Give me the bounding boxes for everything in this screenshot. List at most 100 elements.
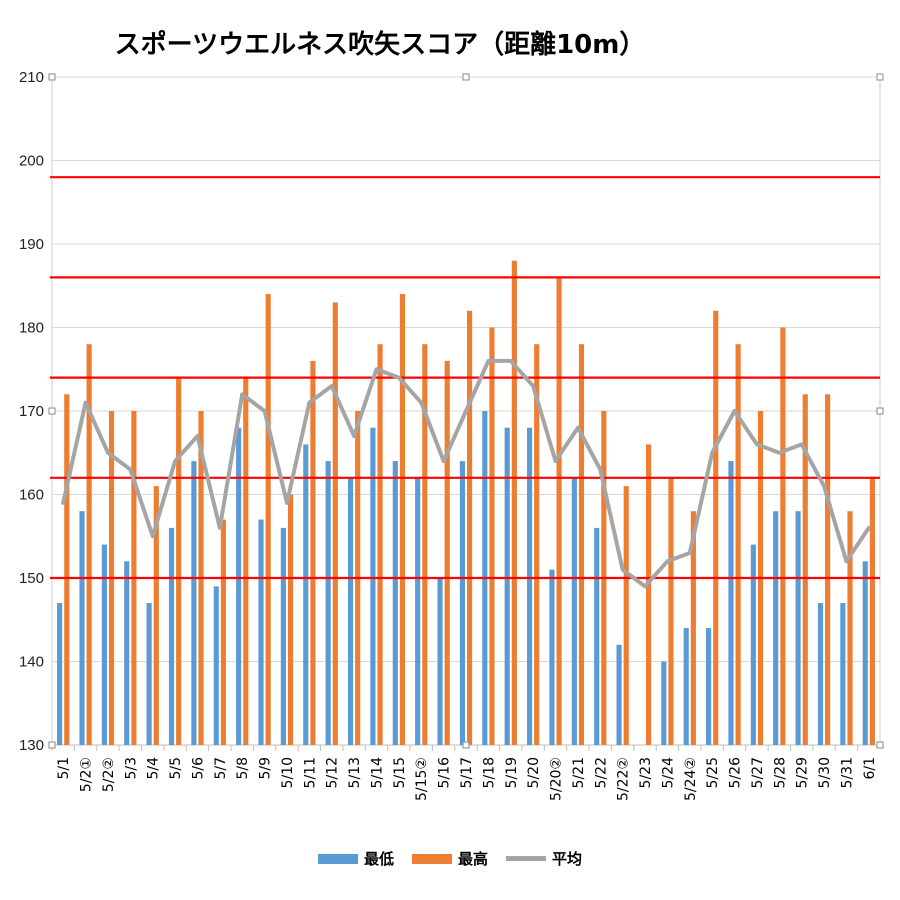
point-avg [173, 459, 177, 463]
x-tick-label: 5/15 [392, 757, 408, 788]
point-avg [867, 526, 871, 530]
x-tick-label: 5/23 [638, 757, 654, 788]
point-avg [777, 451, 781, 455]
bar-min [57, 603, 63, 745]
y-tick-label: 190 [19, 236, 44, 253]
point-avg [755, 442, 759, 446]
bar-min [459, 461, 465, 745]
y-tick-label: 200 [19, 153, 44, 170]
x-tick-label: 5/25 [705, 757, 721, 788]
x-tick-label: 5/13 [347, 757, 363, 788]
bar-max [265, 294, 271, 745]
point-avg [733, 409, 737, 413]
x-tick-label: 5/27 [750, 757, 766, 788]
selection-handle [462, 741, 470, 749]
legend-item-max: 最高 [411, 848, 488, 869]
x-tick-label: 5/19 [504, 757, 520, 788]
x-tick-label: 5/16 [437, 757, 453, 789]
selection-handle [48, 741, 56, 749]
legend-swatch-max [411, 853, 452, 864]
x-tick-label: 5/12 [325, 757, 341, 788]
bar-max [243, 377, 249, 745]
point-avg [240, 392, 244, 396]
y-tick-label: 140 [19, 654, 44, 671]
point-avg [464, 409, 468, 413]
x-tick-label: 5/20② [549, 757, 565, 801]
bar-max [713, 310, 719, 745]
x-tick-label: 5/10 [280, 757, 296, 788]
bar-min [549, 569, 555, 745]
point-avg [531, 384, 535, 388]
bar-min [773, 511, 779, 745]
bar-min [303, 444, 309, 745]
bar-max [825, 394, 831, 745]
bar-max [869, 477, 875, 745]
x-tick-label: 5/9 [258, 757, 274, 780]
point-avg [285, 501, 289, 505]
x-tick-label: 5/30 [817, 757, 833, 788]
bar-min [750, 544, 756, 745]
bar-min [840, 603, 846, 745]
bar-min [347, 477, 354, 745]
point-avg [397, 376, 401, 380]
point-avg [352, 434, 356, 438]
point-avg [218, 526, 222, 530]
selection-handle [48, 407, 56, 415]
x-tick-label: 5/4 [146, 757, 162, 780]
bar-min [795, 511, 801, 745]
bar-max [86, 344, 92, 745]
bar-min [683, 628, 689, 745]
x-tick-label: 5/24② [683, 757, 699, 801]
x-tick-label: 5/29 [795, 757, 811, 788]
bar-max [310, 360, 316, 745]
point-avg [128, 467, 132, 471]
bar-max [399, 294, 406, 745]
selection-handle [876, 741, 884, 749]
point-avg [61, 501, 65, 505]
point-avg [643, 584, 647, 588]
bar-max [332, 302, 338, 745]
point-avg [263, 409, 267, 413]
x-tick-label: 5/2② [101, 757, 117, 792]
bar-max [668, 477, 674, 745]
x-tick-label: 5/28 [772, 757, 788, 788]
point-avg [151, 534, 155, 538]
bar-max [780, 327, 786, 745]
bar-min [213, 586, 219, 745]
bar-max [422, 344, 428, 745]
bar-min [571, 477, 577, 745]
point-avg [419, 401, 423, 405]
legend-label-min: 最低 [363, 850, 394, 868]
x-tick-label: 5/3 [123, 757, 139, 780]
x-tick-label: 5/6 [190, 757, 206, 780]
bar-max [489, 327, 495, 745]
legend-item-avg: 平均 [506, 848, 582, 869]
point-avg [800, 442, 804, 446]
legend: 最低 最高 平均 [0, 848, 900, 869]
point-avg [554, 459, 558, 463]
bar-max [64, 394, 70, 745]
point-avg [710, 451, 714, 455]
y-tick-label: 180 [19, 320, 44, 337]
point-avg [844, 559, 848, 563]
bar-min [258, 519, 264, 745]
bar-min [728, 461, 734, 745]
bar-max [735, 344, 741, 745]
bar-min [370, 427, 376, 745]
bar-max [287, 494, 294, 745]
point-avg [307, 401, 311, 405]
bar-min [594, 527, 600, 745]
bar-min [392, 461, 398, 745]
point-avg [598, 467, 602, 471]
x-tick-label: 5/17 [459, 757, 475, 788]
point-avg [195, 434, 199, 438]
legend-swatch-min [317, 853, 358, 864]
bar-max [646, 444, 652, 745]
point-avg [486, 359, 490, 363]
x-tick-label: 5/20 [526, 757, 542, 788]
x-tick-label: 5/7 [213, 757, 229, 780]
bar-max [802, 394, 808, 745]
x-tick-label: 5/24 [660, 757, 676, 789]
bar-min [191, 461, 197, 745]
bar-min [616, 644, 622, 745]
